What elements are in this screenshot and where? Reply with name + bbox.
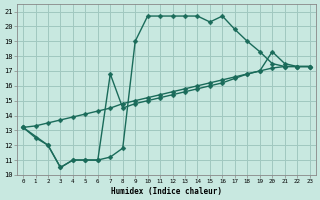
X-axis label: Humidex (Indice chaleur): Humidex (Indice chaleur) <box>111 187 222 196</box>
